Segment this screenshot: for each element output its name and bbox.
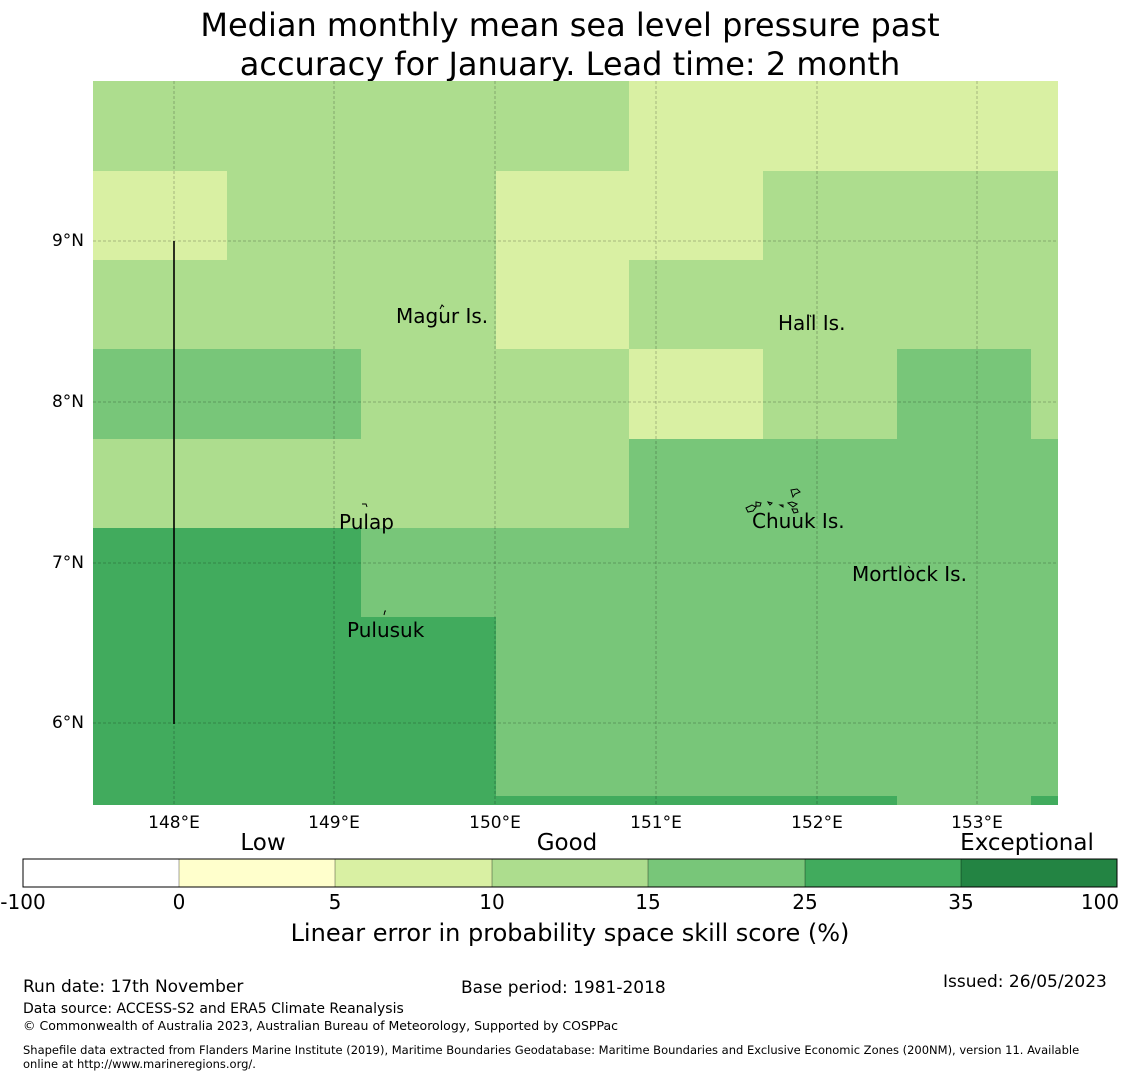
colorbar-label: Linear error in probability space skill … <box>290 919 850 947</box>
grid-cell <box>496 260 629 349</box>
colorbar-tick: 5 <box>328 890 342 914</box>
lat-tick-label: 7°N <box>51 553 84 573</box>
grid-cell <box>93 260 496 349</box>
category-low: Low <box>240 830 286 856</box>
grid-cell <box>93 528 361 617</box>
colorbar-tick: 10 <box>479 890 505 914</box>
grid-cell <box>93 81 629 171</box>
place-label-magur: Magur Is. <box>396 304 489 328</box>
colorbar-segment <box>23 859 179 887</box>
island-outline <box>791 508 799 514</box>
grid-cell <box>496 617 1058 706</box>
island-outline <box>786 501 799 508</box>
grid-cell <box>361 528 1058 617</box>
place-label-pulusuk: Pulusuk <box>347 618 425 642</box>
place-label-mortlock: Mortlock Is. <box>852 562 967 586</box>
colorbar-segment <box>805 859 961 887</box>
grid-cell <box>93 796 496 805</box>
island-outline <box>383 610 386 616</box>
island-outline <box>755 501 762 507</box>
place-label-pulap: Pulap <box>339 510 394 534</box>
lon-tick-label: 149°E <box>308 813 360 833</box>
grid-cell <box>361 349 629 439</box>
chart-title: Median monthly mean sea level pressure p… <box>0 6 1140 84</box>
data-source: Data source: ACCESS-S2 and ERA5 Climate … <box>23 1001 404 1017</box>
grid-cell <box>629 260 1058 349</box>
island-outline <box>362 503 368 508</box>
colorbar-segment <box>335 859 492 887</box>
colorbar-tick: 35 <box>948 890 974 914</box>
grid-cell <box>93 706 496 796</box>
grid-cell <box>93 171 227 260</box>
grid-cell <box>227 171 496 260</box>
shapefile-credit-line-2: online at http://www.marineregions.org/. <box>23 1057 256 1071</box>
grid-cell <box>629 349 763 439</box>
grid-cell <box>496 796 897 805</box>
island-outline <box>766 501 773 506</box>
grid-cell <box>629 439 1058 528</box>
lat-tick-label: 9°N <box>51 231 84 251</box>
grid-cell <box>93 439 629 528</box>
colorbar <box>22 858 1118 888</box>
lat-tick-label: 6°N <box>51 713 84 733</box>
issued-date: Issued: 26/05/2023 <box>943 972 1107 992</box>
lon-tick-label: 153°E <box>951 813 1003 833</box>
colorbar-tick: 25 <box>792 890 818 914</box>
colorbar-frame <box>22 858 1118 888</box>
island-outline <box>809 314 812 318</box>
lon-tick-label: 152°E <box>791 813 843 833</box>
grid-cell <box>897 796 1031 805</box>
place-label-chuuk: Chuuk Is. <box>752 509 845 533</box>
colorbar-tick: 15 <box>635 890 661 914</box>
skill-grid <box>93 81 1058 805</box>
lon-tick-label: 150°E <box>469 813 521 833</box>
island-outlines <box>362 304 911 616</box>
grid-cell <box>763 171 1058 260</box>
colorbar-segment <box>179 859 335 887</box>
grid-cell <box>763 349 897 439</box>
run-date: Run date: 17th November <box>23 977 244 997</box>
island-outline <box>907 565 911 569</box>
category-good: Good <box>536 830 598 856</box>
base-period: Base period: 1981-2018 <box>461 978 666 998</box>
island-outline <box>790 488 801 499</box>
grid-cell <box>1031 796 1058 805</box>
copyright-notice: © Commonwealth of Australia 2023, Austra… <box>23 1018 618 1033</box>
grid-cell <box>897 349 1031 439</box>
lon-tick-label: 148°E <box>148 813 200 833</box>
island-outline <box>745 504 757 513</box>
lon-tick-label: 151°E <box>630 813 682 833</box>
colorbar-tick: 100 <box>1080 890 1120 914</box>
colorbar-tick: -100 <box>0 890 46 914</box>
grid-cell <box>1031 349 1058 439</box>
colorbar-tick: 0 <box>172 890 186 914</box>
place-label-hall: Hall Is. <box>778 311 846 335</box>
category-exceptional: Exceptional <box>960 830 1094 856</box>
colorbar-segment <box>492 859 648 887</box>
colorbar-segment <box>648 859 805 887</box>
grid-cell <box>93 349 361 439</box>
shapefile-credit-line-1: Shapefile data extracted from Flanders M… <box>23 1043 1080 1057</box>
island-outline <box>778 504 784 508</box>
grid-cell <box>93 617 496 706</box>
grid-cell <box>496 171 763 260</box>
island-outline <box>439 304 445 310</box>
title-line-2: accuracy for January. Lead time: 2 month <box>239 45 901 83</box>
grid-cell <box>496 706 1058 796</box>
title-line-1: Median monthly mean sea level pressure p… <box>200 6 940 44</box>
grid-cell <box>629 81 1058 171</box>
lat-tick-label: 8°N <box>51 392 84 412</box>
colorbar-segment <box>961 859 1117 887</box>
